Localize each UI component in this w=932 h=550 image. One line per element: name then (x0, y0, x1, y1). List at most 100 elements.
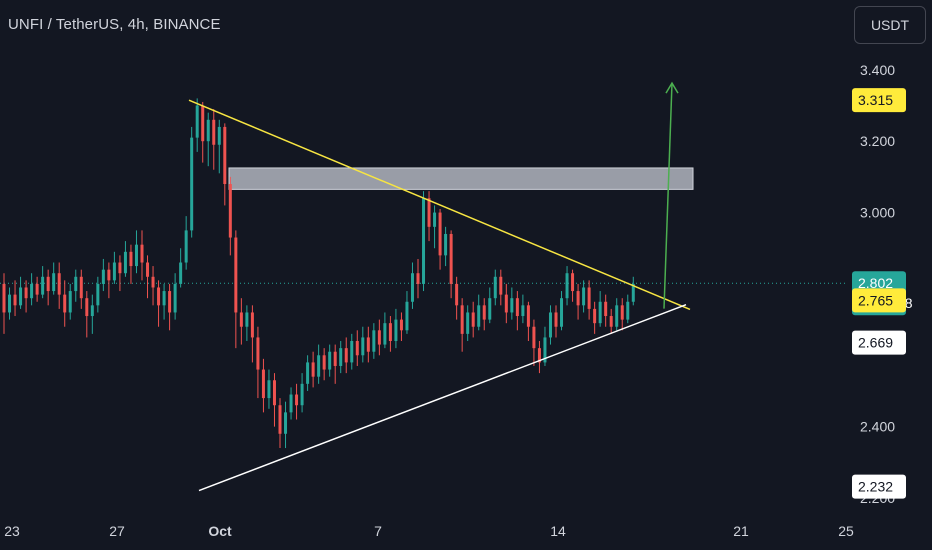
candle (526, 301, 530, 342)
candle-body (223, 126, 227, 185)
candle (267, 369, 271, 409)
candle-body (118, 262, 122, 274)
candle (488, 287, 492, 324)
candle (41, 266, 45, 299)
candle (427, 191, 431, 242)
candle (234, 230, 238, 349)
candle (582, 280, 586, 313)
candle-body (377, 330, 381, 345)
candle-body (339, 348, 343, 366)
candle-body (537, 348, 541, 363)
candle-body (631, 283, 635, 302)
candle (460, 298, 464, 352)
price-tag-bg (852, 288, 906, 313)
candle-body (493, 276, 497, 299)
candle-body (510, 298, 514, 313)
candle (565, 266, 569, 306)
candle-body (372, 330, 376, 352)
candle-body (422, 198, 426, 284)
candle (422, 191, 426, 292)
candle-body (449, 233, 453, 284)
candle (184, 216, 188, 270)
x-tick-label: Oct (208, 523, 232, 539)
candle (300, 373, 304, 413)
candle-body (438, 212, 442, 256)
candle-body (565, 273, 569, 299)
candle (416, 258, 420, 299)
candle-body (267, 380, 271, 399)
candle (256, 326, 260, 399)
candle-body (52, 273, 56, 292)
candle (157, 280, 161, 327)
candle (560, 291, 564, 331)
candle (377, 319, 381, 356)
candle (57, 262, 61, 309)
price-tag-bg (852, 330, 906, 355)
candle-body (79, 276, 83, 299)
candle-body (278, 405, 282, 434)
candle (372, 323, 376, 359)
candle-body (190, 137, 194, 231)
candle-body (74, 276, 78, 292)
candle-body (306, 362, 310, 384)
candle (626, 294, 630, 324)
x-tick-label: 27 (109, 523, 125, 539)
candle-body (466, 312, 470, 334)
currency-button[interactable]: USDT (854, 6, 926, 44)
candle (179, 248, 183, 288)
candle-body (256, 337, 260, 370)
candle-body (234, 237, 238, 313)
candle (245, 305, 249, 342)
candle (350, 333, 354, 370)
candle-body (85, 298, 89, 317)
candle-body (212, 119, 216, 145)
candle-body (504, 294, 508, 313)
candle (2, 273, 6, 334)
candle (548, 305, 552, 345)
candle-body (576, 291, 580, 306)
candle-body (532, 326, 536, 349)
candle-body (620, 305, 624, 320)
candle (173, 273, 177, 320)
price-tag-label: 2.802 (858, 275, 893, 291)
candle-body (239, 312, 243, 327)
candle (96, 276, 100, 313)
candle-body (41, 276, 45, 295)
candle (482, 298, 486, 331)
candle-body (615, 305, 619, 327)
candle (543, 326, 547, 366)
candle-body (587, 287, 591, 309)
candle (399, 312, 403, 342)
candle (366, 326, 370, 363)
candle (598, 291, 602, 327)
candle (306, 355, 310, 391)
x-tick-label: 23 (4, 523, 20, 539)
candle-body (515, 298, 519, 317)
candle (30, 273, 34, 306)
chart-title: UNFI / TetherUS, 4h, BINANCE (8, 16, 221, 33)
x-tick-label: 25 (838, 523, 854, 539)
candle-body (593, 308, 597, 324)
x-tick-label: 14 (550, 523, 566, 539)
candle-body (482, 305, 486, 320)
candle (615, 298, 619, 331)
candle (339, 341, 343, 374)
candle-body (179, 262, 183, 284)
candle-body (24, 287, 28, 299)
candle (311, 351, 315, 388)
candle (620, 298, 624, 331)
candle-body (543, 337, 547, 363)
candle-body (460, 305, 464, 334)
candle (361, 326, 365, 363)
candle-body (433, 212, 437, 227)
candle (195, 98, 199, 152)
candle (162, 283, 166, 320)
price-tag: 2.765 (852, 288, 906, 313)
candle-body (245, 312, 249, 327)
candle (284, 401, 288, 449)
candle-body (554, 312, 558, 327)
candle-body (471, 312, 475, 327)
candle (107, 262, 111, 299)
